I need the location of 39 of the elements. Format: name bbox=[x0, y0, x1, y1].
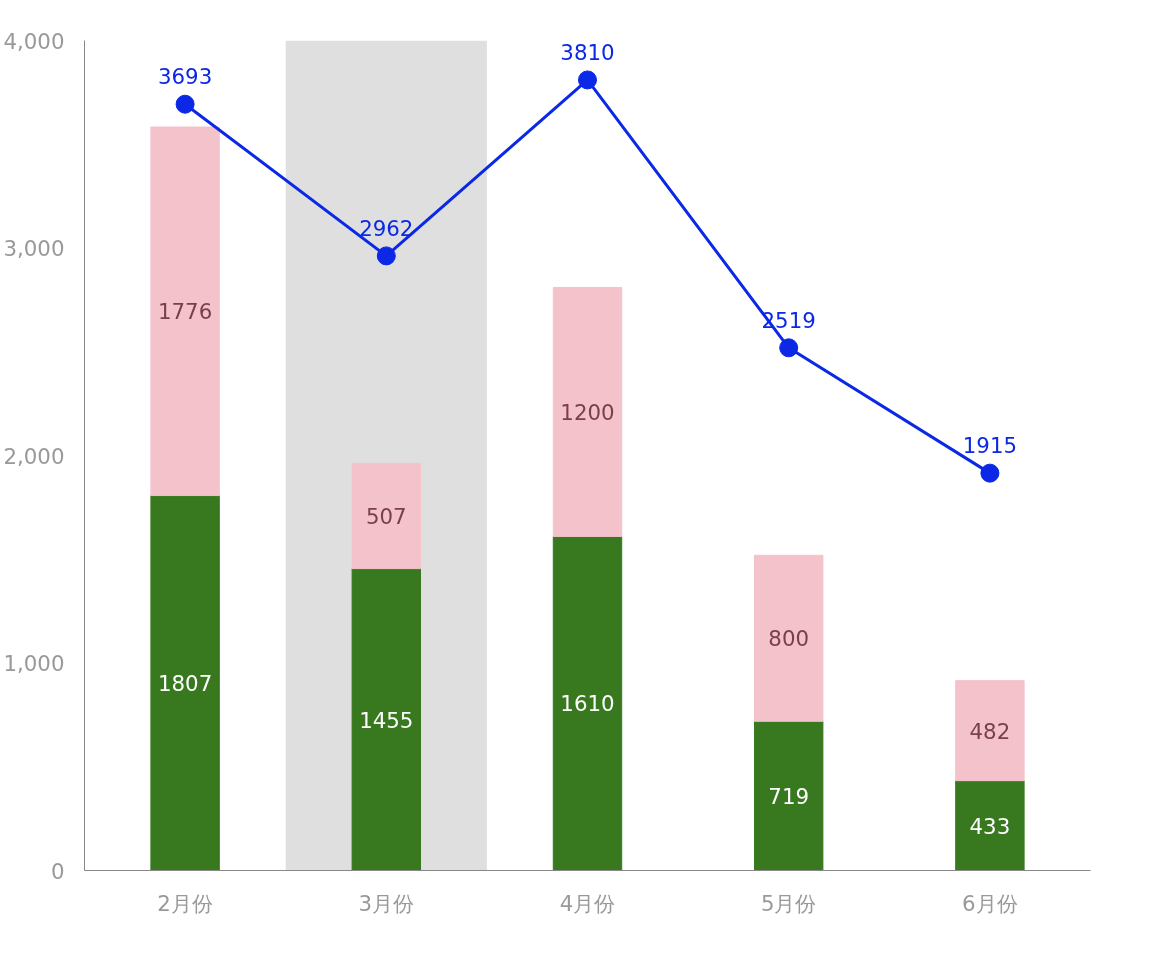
bar bbox=[351, 568, 421, 871]
bar bbox=[150, 126, 220, 497]
bar bbox=[955, 680, 1025, 782]
data-label: 3693 bbox=[157, 64, 213, 90]
y-tick-label: 0 bbox=[50, 858, 65, 884]
data-label: 800 bbox=[768, 626, 810, 652]
y-tick-label: 1,000 bbox=[3, 651, 65, 676]
x-tick-label: 2月份 bbox=[157, 890, 213, 916]
point bbox=[779, 338, 799, 358]
data-label: 1610 bbox=[560, 691, 615, 717]
data-label: 1807 bbox=[157, 671, 213, 697]
bar bbox=[754, 554, 824, 722]
data-label: 1915 bbox=[962, 433, 1018, 459]
point bbox=[376, 246, 396, 266]
bar bbox=[351, 462, 421, 570]
x-tick-label: 4月份 bbox=[559, 890, 616, 916]
bar bbox=[955, 780, 1025, 871]
data-label: 3810 bbox=[560, 39, 615, 65]
point bbox=[578, 70, 597, 90]
bar bbox=[754, 720, 824, 871]
y-tick-label: 4,000 bbox=[3, 28, 65, 54]
x-tick-label: 5月份 bbox=[760, 890, 817, 916]
data-label: 482 bbox=[969, 718, 1011, 744]
bar bbox=[552, 286, 623, 537]
point bbox=[980, 463, 1000, 483]
point bbox=[175, 94, 195, 114]
bar bbox=[552, 535, 623, 871]
bar bbox=[150, 495, 220, 871]
data-label: 1200 bbox=[560, 399, 615, 425]
data-label: 507 bbox=[365, 503, 407, 529]
data-label: 433 bbox=[969, 813, 1011, 839]
x-tick-label: 3月份 bbox=[358, 890, 415, 916]
data-label: 2962 bbox=[359, 215, 414, 241]
data-label: 719 bbox=[768, 783, 810, 809]
x-tick-label: 6月份 bbox=[962, 890, 1018, 916]
y-tick-label: 3,000 bbox=[3, 236, 65, 261]
data-label: 1776 bbox=[157, 299, 213, 325]
data-label: 1455 bbox=[359, 707, 414, 733]
y-tick-label: 2,000 bbox=[3, 443, 65, 469]
